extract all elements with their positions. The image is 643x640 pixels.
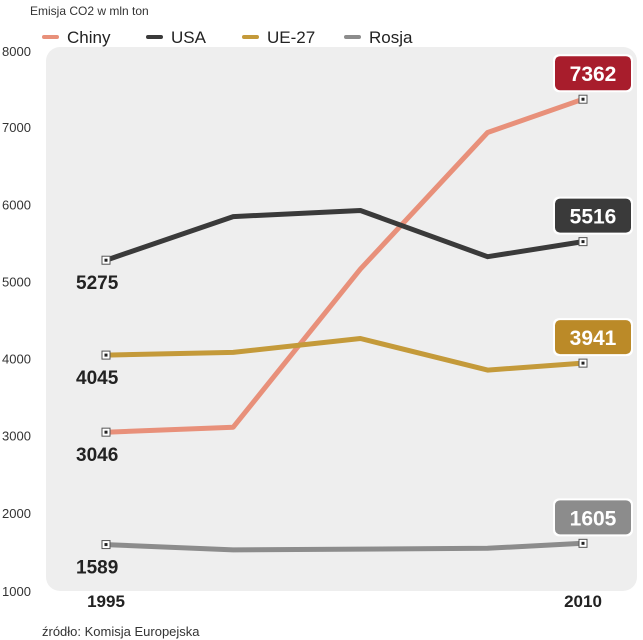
end-box-chiny <box>555 56 631 91</box>
end-label-rosja: 1605 <box>570 507 617 530</box>
legend-label-chiny: Chiny <box>67 28 111 47</box>
legend-swatch-rosja <box>344 35 361 39</box>
series-line-ue-27 <box>103 336 586 373</box>
start-label-chiny: 3046 <box>76 445 118 466</box>
legend: Chiny USA UE-27 Rosja <box>42 28 413 47</box>
start-label-rosja: 1589 <box>76 558 118 579</box>
y-tick-label: 7000 <box>2 120 31 135</box>
legend-label-ue-27: UE-27 <box>267 28 315 47</box>
point-marker-dot-ue-27 <box>581 361 585 365</box>
legend-swatch-chiny <box>42 35 59 39</box>
y-tick-label: 4000 <box>2 352 31 367</box>
x-tick-label: 1995 <box>87 592 125 611</box>
end-label-chiny: 7362 <box>570 63 617 86</box>
legend-swatch-ue-27 <box>242 35 259 39</box>
y-tick-label: 1000 <box>2 584 31 599</box>
y-tick-label: 8000 <box>2 44 31 59</box>
point-marker-dot-chiny <box>581 97 585 101</box>
end-box-rosja <box>555 500 631 535</box>
legend-label-rosja: Rosja <box>369 28 413 47</box>
series-line-rosja <box>103 540 586 553</box>
point-marker-dot-usa <box>104 258 108 262</box>
series-labels: 3046 7362 5275 5516 4045 3941 1589 1605 <box>76 54 633 579</box>
y-tick-label: 3000 <box>2 429 31 444</box>
legend-label-usa: USA <box>171 28 207 47</box>
x-tick-label: 2010 <box>564 592 602 611</box>
point-marker-dot-rosja <box>104 543 108 547</box>
start-label-usa: 5275 <box>76 273 119 294</box>
legend-swatch-usa <box>146 35 163 39</box>
unit-label: Emisja CO2 w mln ton <box>30 4 149 18</box>
y-axis-ticks: 1000 2000 3000 4000 5000 6000 7000 8000 <box>2 44 31 599</box>
source-note: źródło: Komisja Europejska <box>42 624 200 639</box>
y-tick-label: 5000 <box>2 274 31 289</box>
series-lines <box>103 96 586 553</box>
y-tick-label: 2000 <box>2 506 31 521</box>
series-markers <box>101 94 588 550</box>
point-marker-dot-usa <box>581 240 585 244</box>
y-tick-label: 6000 <box>2 197 31 212</box>
end-label-usa: 5516 <box>570 206 617 229</box>
x-axis-ticks: 1995 2010 <box>87 592 602 611</box>
series-line-chiny <box>103 96 586 435</box>
end-box-ue-27 <box>555 320 631 355</box>
start-label-ue-27: 4045 <box>76 368 119 389</box>
plot-background <box>46 47 637 591</box>
end-label-ue-27: 3941 <box>570 327 617 350</box>
point-marker-dot-ue-27 <box>104 353 108 357</box>
end-box-usa <box>555 198 631 233</box>
point-marker-dot-chiny <box>104 430 108 434</box>
series-line-usa <box>103 208 586 263</box>
point-marker-dot-rosja <box>581 541 585 545</box>
